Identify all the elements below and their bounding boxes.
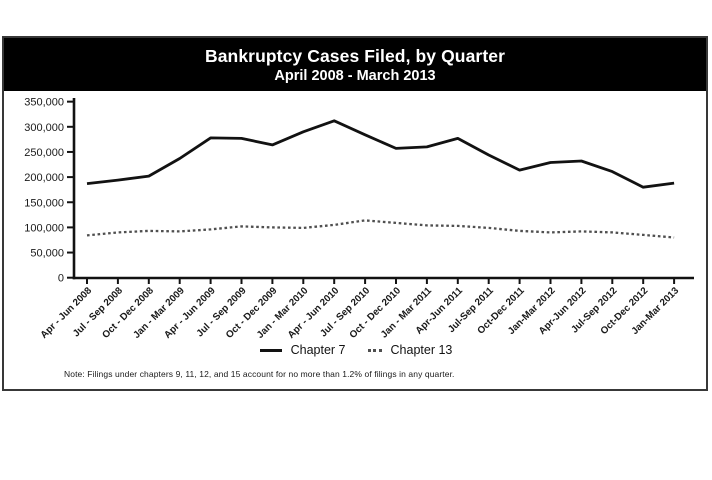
chart-title: Bankruptcy Cases Filed, by Quarter <box>204 45 506 66</box>
y-tick-label: 150,000 <box>24 197 64 209</box>
legend-item-chapter-7: Chapter 7 <box>259 343 346 357</box>
legend-label-chapter-7: Chapter 7 <box>290 343 346 357</box>
chart-legend: Chapter 7 Chapter 13 <box>0 343 712 357</box>
y-tick-label: 300,000 <box>24 122 64 134</box>
y-tick-label: 0 <box>58 273 64 285</box>
chart-title-band: Bankruptcy Cases Filed, by Quarter April… <box>4 38 706 91</box>
y-tick-label: 250,000 <box>24 147 64 159</box>
y-tick-label: 200,000 <box>24 172 64 184</box>
solid-line-swatch-icon <box>259 348 282 352</box>
chart-subtitle: April 2008 - March 2013 <box>274 67 436 84</box>
dotted-line-swatch-icon <box>367 348 382 352</box>
plot-svg: 350,000 300,000 250,000 200,000 150,000 100,0… <box>24 97 694 341</box>
chapter-13-line <box>86 219 675 239</box>
x-tick-label: Apr - Jun 2008 <box>39 285 95 341</box>
chapter-7-line <box>86 119 675 189</box>
y-tick-label: 50,000 <box>30 248 64 260</box>
chart-footnote: Note: Filings under chapters 9, 11, 12, … <box>64 369 455 379</box>
y-tick-label: 350,000 <box>24 97 64 109</box>
legend-item-chapter-13: Chapter 13 <box>367 343 453 357</box>
legend-label-chapter-13: Chapter 13 <box>390 343 453 357</box>
y-tick-label: 100,000 <box>24 222 64 234</box>
chart-frame: Bankruptcy Cases Filed, by Quarter April… <box>2 36 708 391</box>
